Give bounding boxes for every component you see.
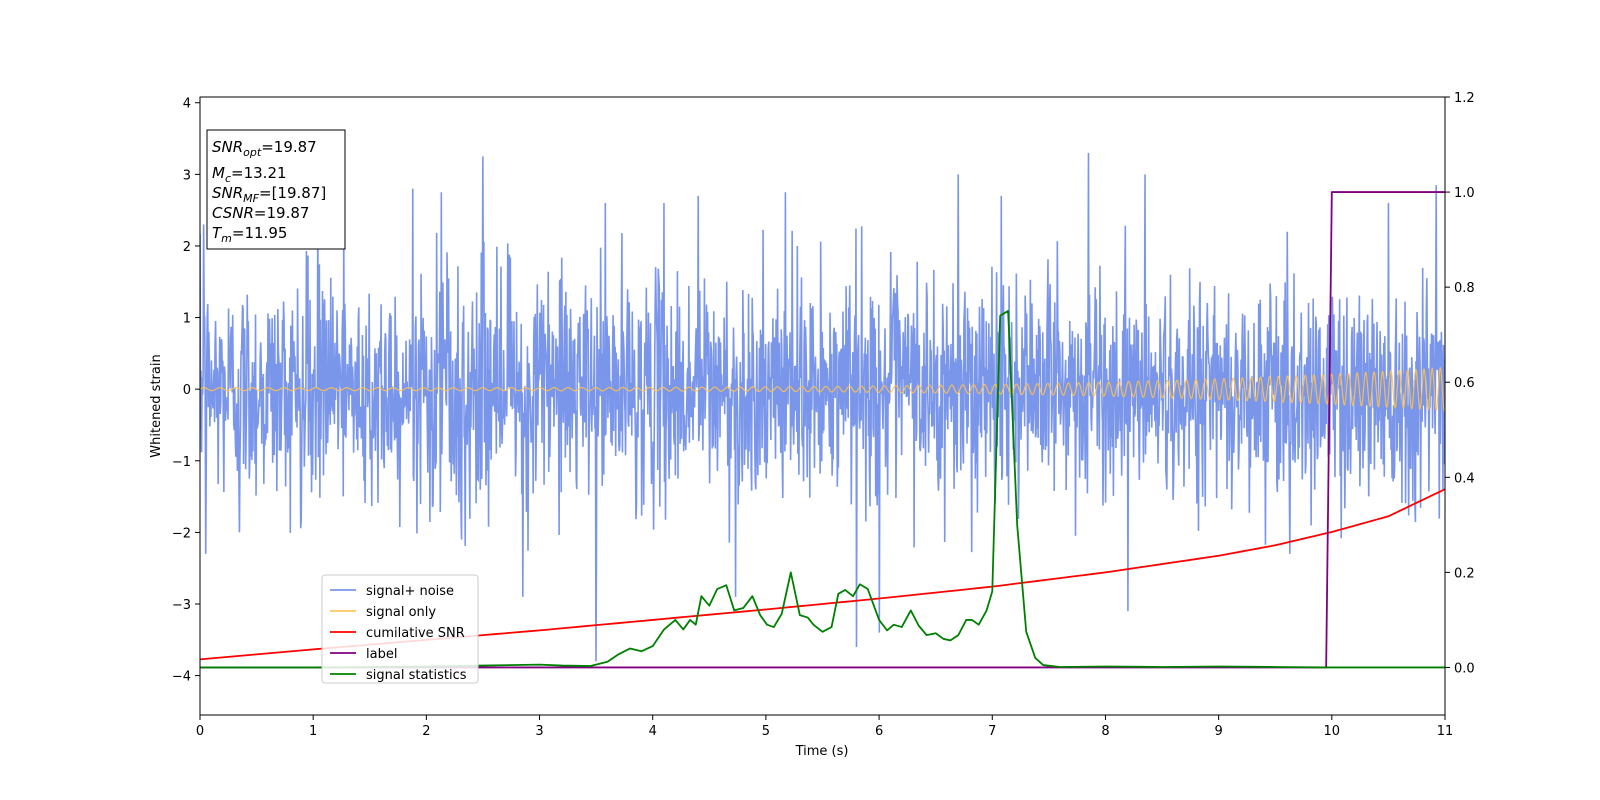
legend-label: cumilative SNR <box>366 626 465 641</box>
x-axis-label: Time (s) <box>795 744 849 759</box>
legend-label: label <box>366 647 397 662</box>
y-tick-label: 4 <box>183 97 191 112</box>
x-tick-label: 1 <box>309 724 317 739</box>
x-tick-label: 8 <box>1101 724 1109 739</box>
x-tick-label: 0 <box>196 724 204 739</box>
series-signal-only <box>200 366 1445 412</box>
legend-frame <box>321 574 479 684</box>
info-csnr: CSNR=19.87 <box>212 204 309 222</box>
y2-tick-label: 1.0 <box>1454 186 1475 201</box>
y-axis-label: Whitened strain <box>149 354 164 457</box>
y2-tick-label: 0.8 <box>1454 281 1475 296</box>
info-box-frame <box>206 129 346 250</box>
y2-tick-label: 1.2 <box>1454 91 1475 106</box>
series-signal-noise <box>200 152 1445 662</box>
legend-item: cumilative SNR <box>330 626 465 641</box>
x-tick-label: 11 <box>1437 724 1454 739</box>
y2-tick-label: 0.6 <box>1454 376 1475 391</box>
legend-label: signal statistics <box>366 668 467 683</box>
series-signal-statistics <box>200 310 1445 669</box>
y-tick-label: −2 <box>172 526 191 541</box>
info-snr-mf: SNRMF=[19.87] <box>212 184 326 205</box>
y-tick-label: −4 <box>172 670 191 685</box>
y-tick-label: 0 <box>183 383 191 398</box>
y-axis-left: −4 −3 −2 −1 0 1 2 3 4 <box>172 97 200 685</box>
y-tick-label: 3 <box>183 168 191 183</box>
legend-item: label <box>330 647 397 662</box>
y-tick-label: −3 <box>172 598 191 613</box>
x-tick-label: 2 <box>422 724 430 739</box>
legend-label: signal+ noise <box>366 584 454 599</box>
info-snr-opt: SNRopt=19.87 <box>212 138 317 159</box>
y2-tick-label: 0.4 <box>1454 471 1475 486</box>
legend-label: signal only <box>366 605 436 620</box>
info-mc: Mc=13.21 <box>212 164 287 185</box>
x-tick-label: 6 <box>875 724 883 739</box>
y-tick-label: 1 <box>183 312 191 327</box>
x-tick-label: 5 <box>762 724 770 739</box>
x-tick-label: 3 <box>535 724 543 739</box>
info-box: SNRopt=19.87 Mc=13.21 SNRMF=[19.87] CSNR… <box>206 129 346 250</box>
y2-tick-label: 0.0 <box>1454 661 1475 676</box>
x-tick-label: 7 <box>988 724 996 739</box>
legend-item: signal statistics <box>330 668 467 683</box>
y2-tick-label: 0.2 <box>1454 566 1475 581</box>
info-tm: Tm=11.95 <box>212 224 287 245</box>
x-axis: 0 1 2 3 4 5 6 7 8 9 10 11 <box>196 715 1453 739</box>
legend-items: signal+ noise signal only cumilative SNR la… <box>330 584 467 683</box>
plot-frame <box>199 96 1446 716</box>
legend-item: signal only <box>330 605 436 620</box>
x-tick-label: 10 <box>1324 724 1341 739</box>
y-tick-label: −1 <box>172 455 191 470</box>
y-tick-label: 2 <box>183 240 191 255</box>
legend: signal+ noise signal only cumilative SNR la… <box>321 574 479 684</box>
x-tick-label: 4 <box>649 724 657 739</box>
y-axis-right: 0.0 0.2 0.4 0.6 0.8 1.0 1.2 <box>1445 91 1475 676</box>
series-label <box>200 191 1445 669</box>
x-tick-label: 9 <box>1214 724 1222 739</box>
legend-item: signal+ noise <box>330 584 454 599</box>
